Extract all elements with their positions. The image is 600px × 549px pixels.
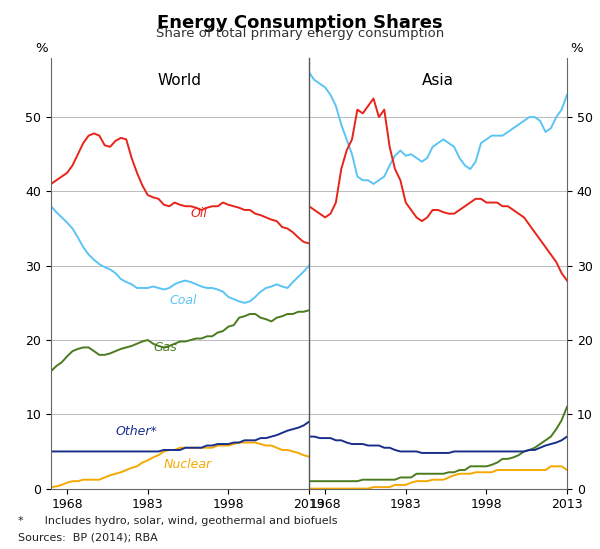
Text: Coal: Coal — [169, 294, 197, 307]
Text: *      Includes hydro, solar, wind, geothermal and biofuels: * Includes hydro, solar, wind, geotherma… — [18, 516, 337, 526]
Text: Gas: Gas — [153, 341, 177, 354]
Text: Oil: Oil — [191, 208, 208, 220]
Text: %: % — [35, 42, 48, 55]
Text: %: % — [570, 42, 583, 55]
Text: Nuclear: Nuclear — [164, 458, 212, 471]
Text: Asia: Asia — [422, 72, 454, 88]
Text: World: World — [158, 72, 202, 88]
Text: Other*: Other* — [115, 425, 157, 438]
Text: Energy Consumption Shares: Energy Consumption Shares — [157, 14, 443, 32]
Text: Sources:  BP (2014); RBA: Sources: BP (2014); RBA — [18, 533, 158, 542]
Text: Share of total primary energy consumption: Share of total primary energy consumptio… — [156, 27, 444, 41]
